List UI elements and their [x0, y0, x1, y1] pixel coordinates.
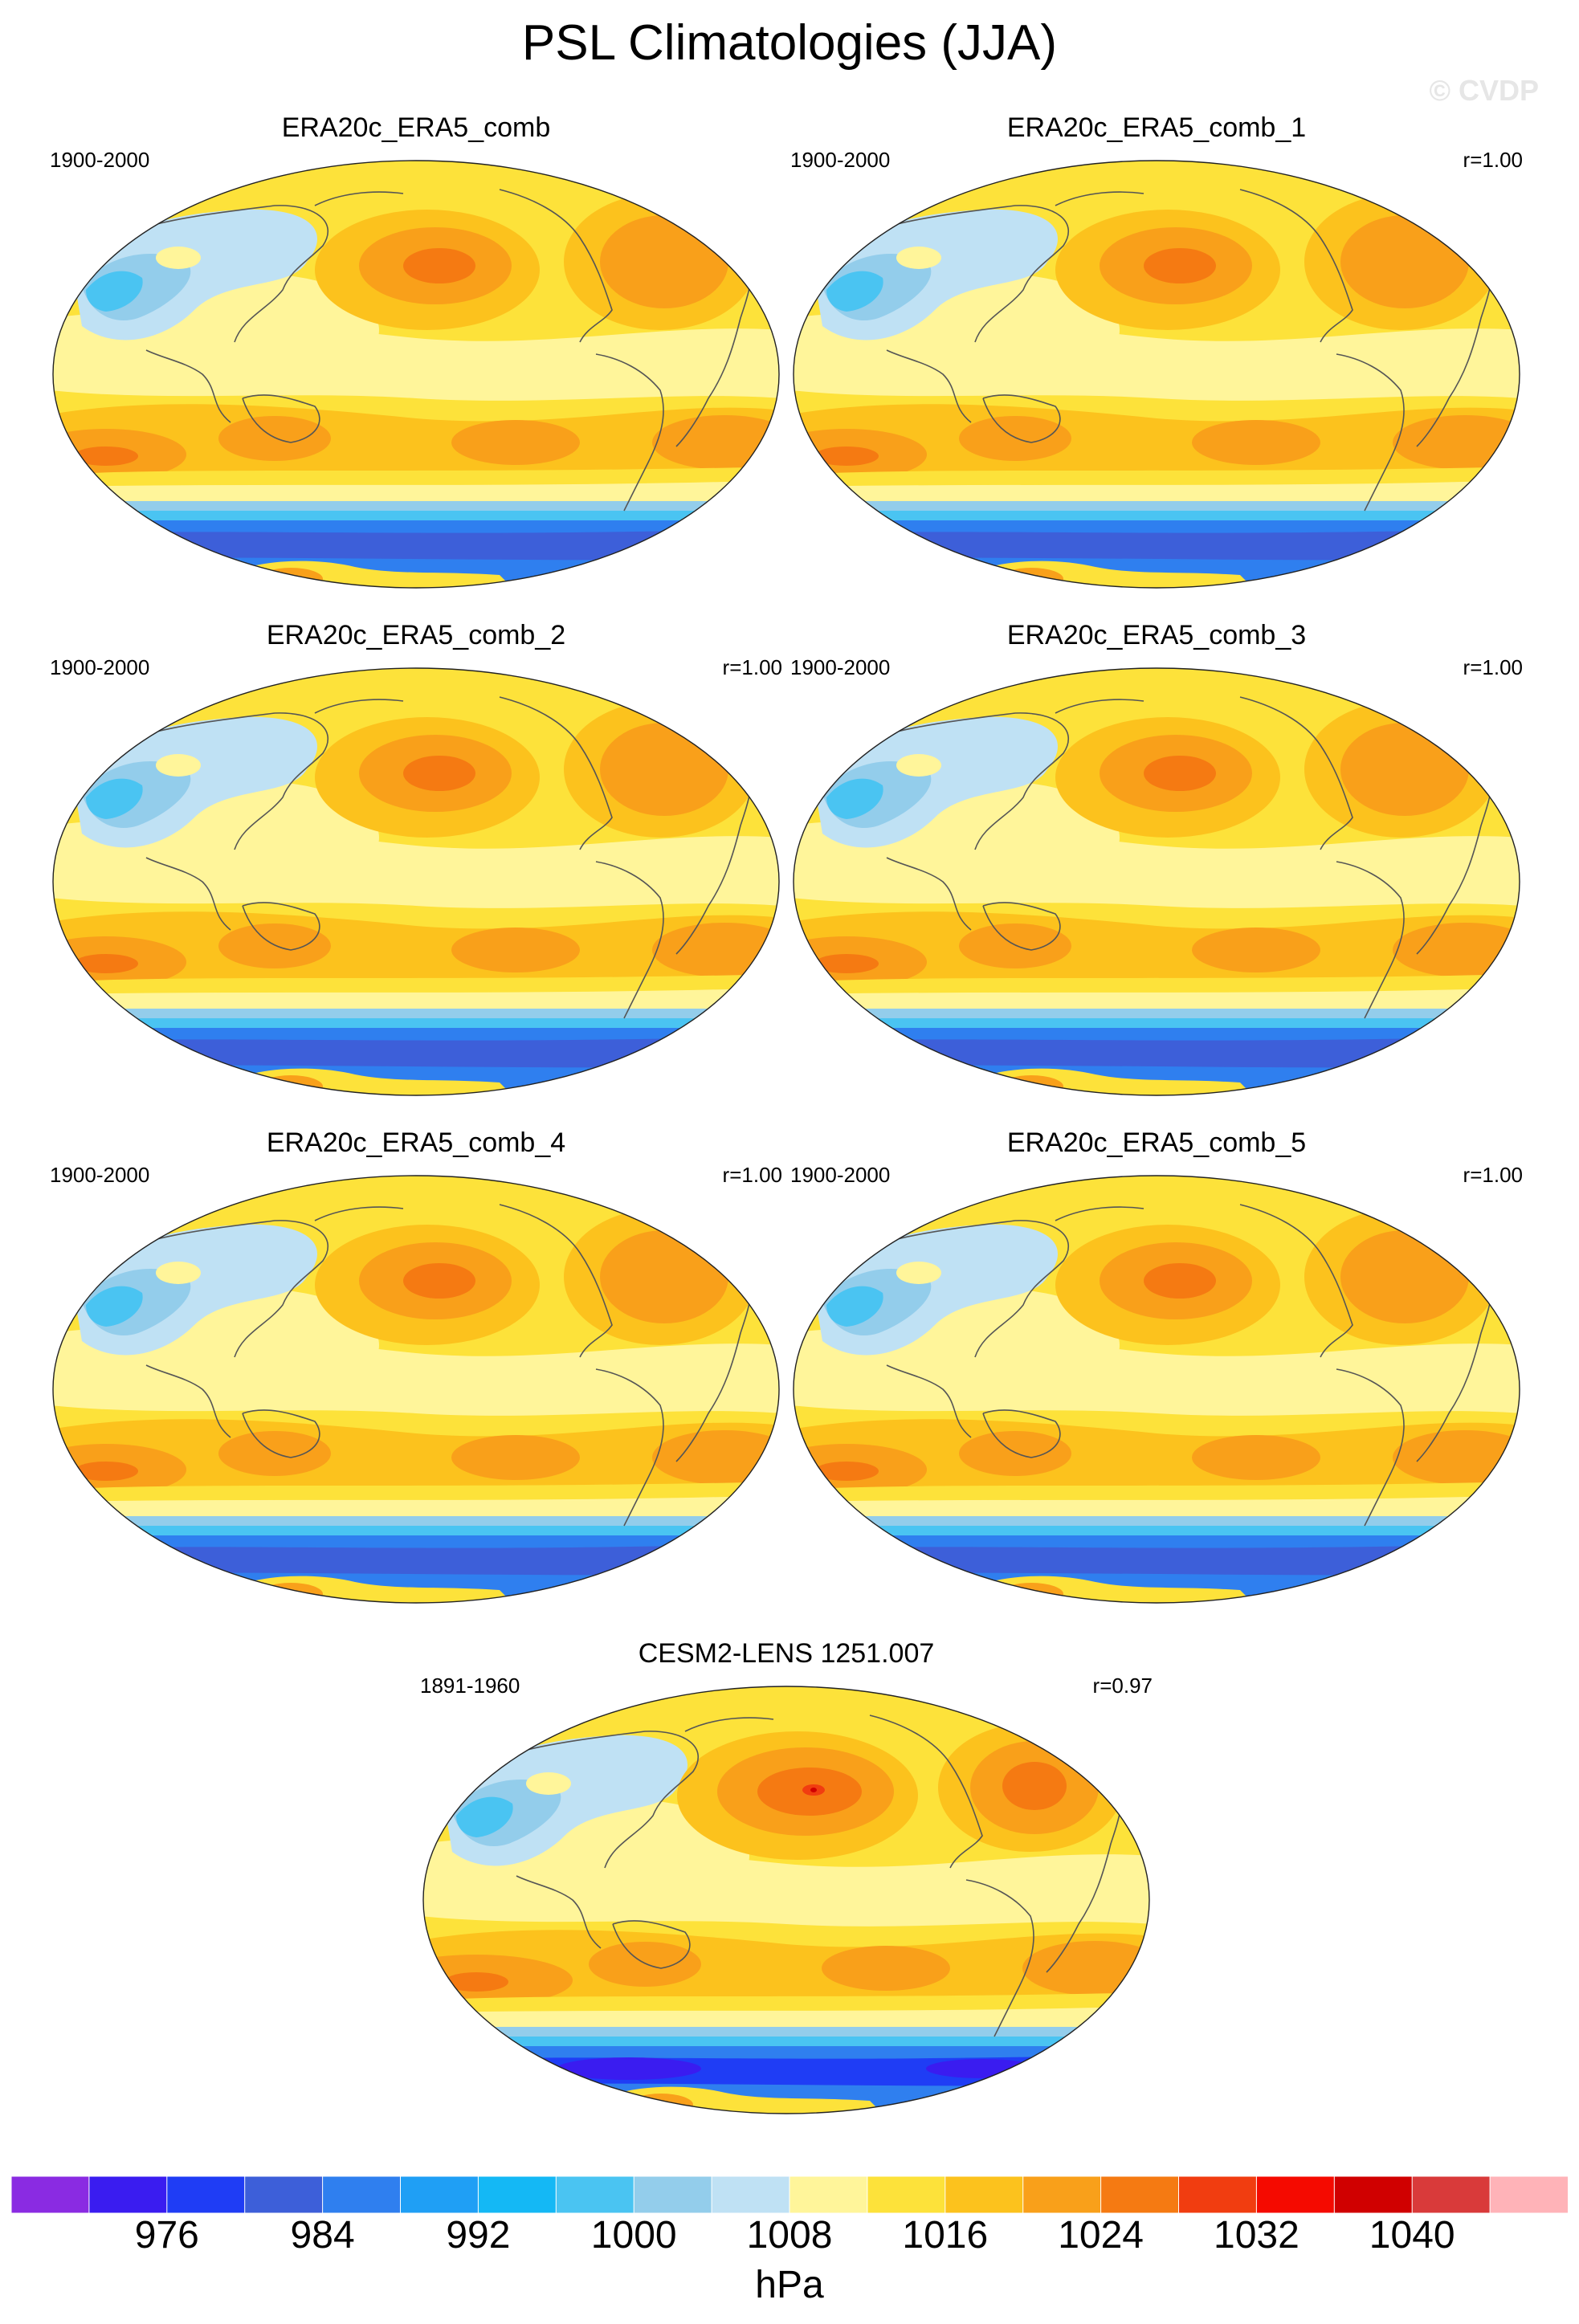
psl-map [793, 160, 1520, 589]
panel-period: 1900-2000 [50, 1163, 150, 1187]
colorbar-swatch [1411, 2176, 1491, 2213]
colorbar-tick-label: 1016 [902, 2214, 989, 2257]
map-panel: ERA20c_ERA5_comb_1 1900-2000 r=1.00 [790, 112, 1523, 602]
psl-map [422, 1686, 1150, 2114]
psl-map [52, 1175, 780, 1604]
panel-title: CESM2-LENS 1251.007 [638, 1638, 935, 1669]
colorbar-swatch [1022, 2176, 1102, 2213]
panel-title: ERA20c_ERA5_comb [281, 112, 551, 143]
map-panel: ERA20c_ERA5_comb_5 1900-2000 r=1.00 [790, 1127, 1523, 1617]
map-panel: CESM2-LENS 1251.007 1891-1960 r=0.97 [420, 1638, 1153, 2128]
colorbar-swatch [88, 2176, 168, 2213]
colorbar-swatch [633, 2176, 713, 2213]
panel-period: 1900-2000 [790, 1163, 891, 1187]
colorbar-tick-label: 1032 [1214, 2214, 1300, 2257]
map-outline [52, 160, 780, 589]
colorbar-tick-label: 1000 [590, 2214, 677, 2257]
map-panel: ERA20c_ERA5_comb_4 1900-2000 r=1.00 [50, 1127, 782, 1617]
colorbar-swatch [1178, 2176, 1258, 2213]
psl-map [793, 667, 1520, 1096]
psl-map [52, 160, 780, 589]
panel-period: 1891-1960 [420, 1674, 520, 1698]
panel-title: ERA20c_ERA5_comb_3 [1006, 620, 1307, 650]
colorbar-swatch [945, 2176, 1024, 2213]
colorbar-swatch [477, 2176, 557, 2213]
colorbar-swatch [1333, 2176, 1414, 2213]
coastlines [838, 696, 1493, 1019]
colorbar-swatch [789, 2176, 868, 2213]
watermark: © CVDP [1429, 74, 1539, 107]
panel-period: 1900-2000 [790, 655, 891, 679]
colorbar-swatch [322, 2176, 402, 2213]
colorbar-swatch [555, 2176, 635, 2213]
map-outline [793, 1175, 1520, 1604]
map-outline [793, 667, 1520, 1096]
colorbar-tick-labels: 976 984 992 1000 1008 1016 1024 1032 1040 [0, 2213, 1579, 2261]
colorbar-swatch [1100, 2176, 1180, 2213]
panel-title: ERA20c_ERA5_comb_5 [1006, 1127, 1307, 1158]
colorbar-tick-label: 1040 [1369, 2214, 1455, 2257]
colorbar-tick-label: 1008 [746, 2214, 833, 2257]
colorbar-tick-label: 1024 [1058, 2214, 1144, 2257]
colorbar-swatch [711, 2176, 790, 2213]
panel-title: ERA20c_ERA5_comb_4 [266, 1127, 566, 1158]
colorbar-units: hPa [755, 2264, 824, 2306]
colorbar [11, 2176, 1568, 2213]
map-panel: ERA20c_ERA5_comb_3 1900-2000 r=1.00 [790, 620, 1523, 1110]
panel-period: 1900-2000 [50, 148, 150, 172]
panel-title: ERA20c_ERA5_comb_2 [266, 620, 566, 650]
colorbar-swatch [11, 2176, 90, 2213]
coastlines [838, 1204, 1493, 1527]
colorbar-swatch [867, 2176, 946, 2213]
map-panel: ERA20c_ERA5_comb 1900-2000 [50, 112, 782, 602]
panel-correlation: r=1.00 [1463, 655, 1523, 679]
map-outline [52, 1175, 780, 1604]
colorbar-swatch [244, 2176, 324, 2213]
colorbar-swatch [1255, 2176, 1336, 2213]
psl-map [793, 1175, 1520, 1604]
colorbar-tick-label: 976 [134, 2214, 199, 2257]
figure-title: PSL Climatologies (JJA) [521, 15, 1058, 71]
map-outline [52, 667, 780, 1096]
map-outline [422, 1686, 1150, 2114]
psl-map [52, 667, 780, 1096]
colorbar-tick-label: 992 [446, 2214, 511, 2257]
colorbar-swatch [1489, 2176, 1568, 2213]
colorbar-swatch [400, 2176, 479, 2213]
panel-correlation: r=0.97 [1092, 1674, 1153, 1698]
map-outline [793, 160, 1520, 589]
colorbar-swatch [166, 2176, 246, 2213]
panel-correlation: r=1.00 [1463, 148, 1523, 172]
panel-period: 1900-2000 [50, 655, 150, 679]
panel-period: 1900-2000 [790, 148, 891, 172]
map-panel: ERA20c_ERA5_comb_2 1900-2000 r=1.00 [50, 620, 782, 1110]
panel-correlation: r=1.00 [722, 1163, 782, 1187]
panel-correlation: r=1.00 [1463, 1163, 1523, 1187]
panel-correlation: r=1.00 [722, 655, 782, 679]
colorbar-tick-label: 984 [290, 2214, 355, 2257]
panel-title: ERA20c_ERA5_comb_1 [1006, 112, 1307, 143]
